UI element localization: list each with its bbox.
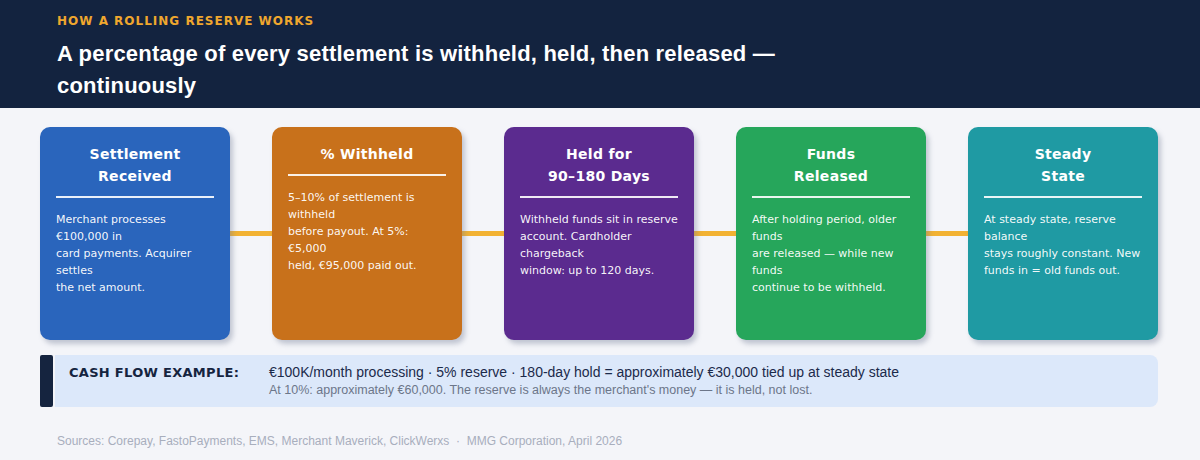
callout-primary-line: €100K/month processing · 5% reserve · 18…	[269, 363, 1142, 381]
card-title-rule	[56, 196, 214, 198]
card-title: Steady State	[984, 143, 1142, 187]
header: HOW A ROLLING RESERVE WORKS A percentage…	[0, 0, 1200, 108]
card-body: After holding period, older funds are re…	[752, 211, 910, 296]
flow-card-settlement-received: Settlement Received Merchant processes €…	[40, 127, 230, 340]
card-title: Funds Released	[752, 143, 910, 187]
callout-label: CASH FLOW EXAMPLE:	[69, 363, 269, 380]
card-body: 5–10% of settlement is withheld before p…	[288, 189, 446, 274]
infographic: HOW A ROLLING RESERVE WORKS A percentage…	[0, 0, 1200, 460]
callout-box: CASH FLOW EXAMPLE: €100K/month processin…	[55, 355, 1158, 407]
callout-secondary-line: At 10%: approximately €60,000. The reser…	[269, 382, 1142, 399]
flow-card-held-period: Held for 90–180 Days Withheld funds sit …	[504, 127, 694, 340]
cash-flow-example-callout: CASH FLOW EXAMPLE: €100K/month processin…	[40, 355, 1158, 407]
card-body: Merchant processes €100,000 in card paym…	[56, 211, 214, 296]
card-title-rule	[984, 196, 1142, 198]
card-body: At steady state, reserve balance stays r…	[984, 211, 1142, 279]
flow-card-steady-state: Steady State At steady state, reserve ba…	[968, 127, 1158, 340]
flow-card-percent-withheld: % Withheld 5–10% of settlement is withhe…	[272, 127, 462, 340]
card-title-rule	[520, 196, 678, 198]
page-title: A percentage of every settlement is with…	[57, 38, 1200, 102]
callout-accent-bar	[40, 355, 53, 407]
card-title-rule	[752, 196, 910, 198]
card-body: Withheld funds sit in reserve account. C…	[520, 211, 678, 279]
process-flow: Settlement Received Merchant processes €…	[40, 127, 1158, 340]
card-title: Held for 90–180 Days	[520, 143, 678, 187]
sources-footnote: Sources: Corepay, FastoPayments, EMS, Me…	[57, 434, 622, 448]
card-title: % Withheld	[288, 143, 446, 165]
kicker-label: HOW A ROLLING RESERVE WORKS	[57, 14, 1200, 28]
flow-card-funds-released: Funds Released After holding period, old…	[736, 127, 926, 340]
card-title: Settlement Received	[56, 143, 214, 187]
card-title-rule	[288, 174, 446, 176]
callout-text: €100K/month processing · 5% reserve · 18…	[269, 363, 1142, 399]
